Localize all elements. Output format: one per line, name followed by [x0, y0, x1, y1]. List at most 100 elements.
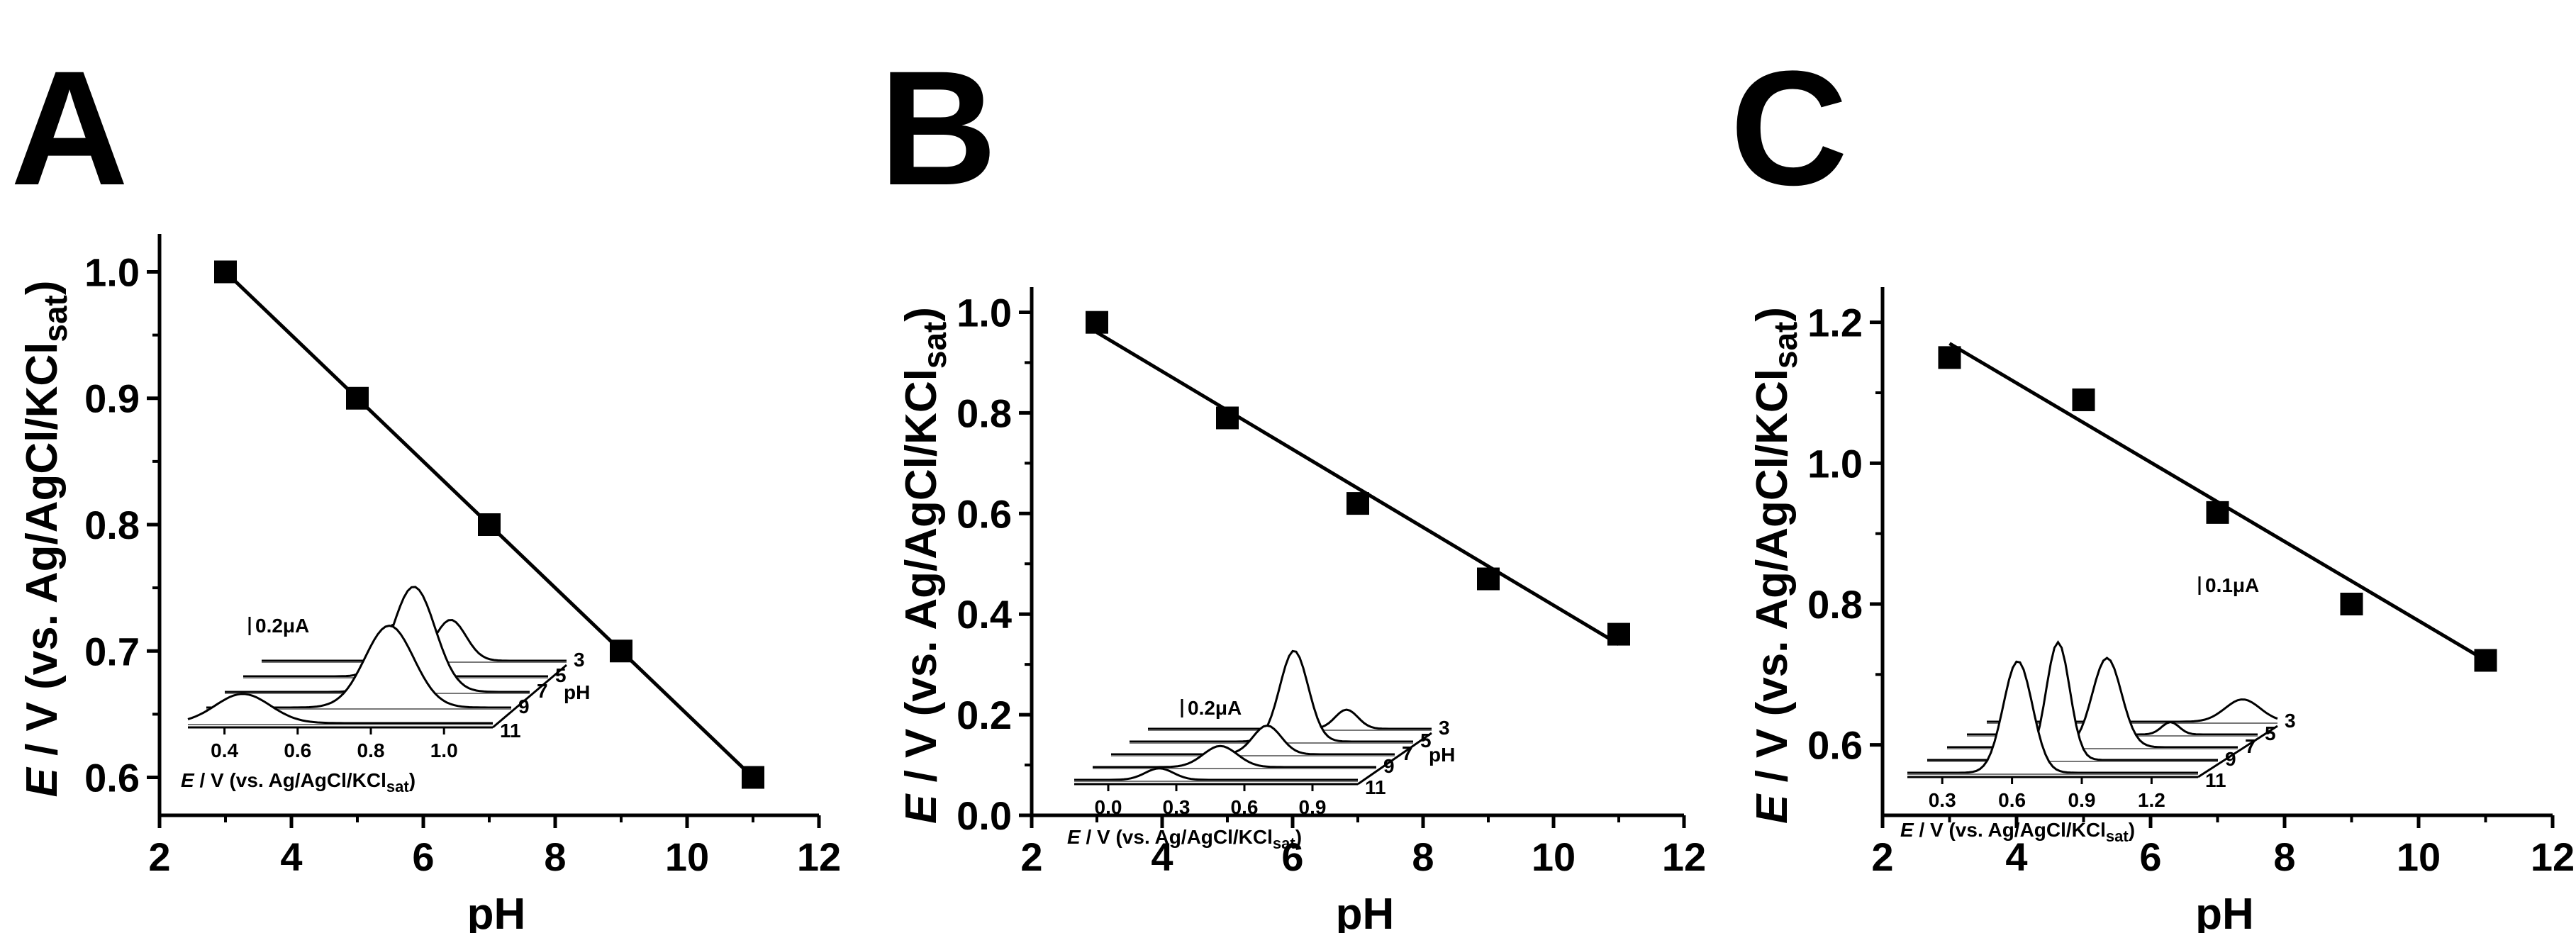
- inset-trace-fill: [1148, 710, 1432, 729]
- x-tick-label: 8: [544, 834, 566, 879]
- y-axis-title: E / V (vs. Ag/AgCl/KClsat): [897, 307, 953, 824]
- inset-ph-axis-label: pH: [1429, 744, 1455, 766]
- inset-x-tick-label: 0.9: [2068, 789, 2096, 811]
- inset-scale-label: 0.2μA: [255, 615, 309, 637]
- inset-trace-fill: [188, 693, 493, 723]
- y-title-text: / V (vs. Ag/AgCl/KCl: [1748, 369, 1797, 795]
- panel-label: C: [1730, 37, 1848, 219]
- inset-scale-label: 0.1μA: [2205, 574, 2259, 596]
- x-tick-label: 4: [280, 834, 302, 879]
- y-tick-label: 1.0: [957, 290, 1012, 335]
- x-tick-label: 4: [2005, 834, 2027, 879]
- inset-x-title-sub: sat: [1273, 834, 1295, 852]
- inset-x-tick-label: 0.6: [1231, 796, 1259, 818]
- x-tick-label: 4: [1151, 834, 1173, 879]
- inset-x-title-close: ): [409, 769, 416, 791]
- data-point: [1346, 492, 1369, 515]
- inset-trace-fill: [1130, 651, 1413, 742]
- inset-ph-label: 11: [2205, 769, 2226, 791]
- x-tick-label: 12: [1662, 834, 1706, 879]
- inset-x-title-sub: sat: [386, 778, 409, 795]
- y-tick-label: 0.0: [957, 793, 1012, 838]
- x-tick-label: 8: [1412, 834, 1434, 879]
- inset-trace: [1111, 724, 1395, 756]
- data-point: [1477, 567, 1500, 591]
- x-tick-label: 12: [2531, 834, 2575, 879]
- inset-depth-axis: [2197, 725, 2278, 778]
- y-title-sub: sat: [37, 295, 74, 342]
- inset-x-title-italic: E: [181, 769, 195, 791]
- y-title-italic: E: [897, 793, 946, 824]
- x-tick-label: 12: [797, 834, 841, 879]
- data-point: [610, 639, 632, 663]
- inset-ph-label: 3: [2285, 710, 2296, 732]
- inset-scale-label: 0.2μA: [1188, 697, 1242, 719]
- inset-trace-fill: [1927, 642, 2218, 760]
- inset-x-title: E / V (vs. Ag/AgCl/KClsat): [181, 769, 416, 795]
- inset-ph-label: 7: [537, 680, 548, 702]
- y-title-text: / V (vs. Ag/AgCl/KCl: [897, 369, 946, 795]
- x-tick-label: 6: [2139, 834, 2161, 879]
- x-axis-title: pH: [1336, 890, 1395, 933]
- y-tick-label: 0.4: [957, 592, 1012, 637]
- x-tick-label: 6: [1281, 834, 1303, 879]
- inset-x-tick-label: 0.3: [1929, 789, 1956, 811]
- x-tick-label: 8: [2273, 834, 2295, 879]
- y-axis-title: E / V (vs. Ag/AgCl/KClsat): [1748, 307, 1804, 824]
- inset-x-title-close: ): [1295, 826, 1302, 848]
- inset-ph-label: 11: [1365, 776, 1386, 798]
- data-point: [742, 766, 764, 789]
- y-axis-title: E / V (vs. Ag/AgCl/KClsat): [18, 280, 74, 797]
- inset-x-tick-label: 0.8: [357, 739, 385, 761]
- y-title-sub: sat: [916, 322, 953, 369]
- inset-x-tick-label: 1.2: [2138, 789, 2165, 811]
- y-title-text: / V (vs. Ag/AgCl/KCl: [18, 342, 67, 769]
- panel-label: B: [879, 37, 997, 219]
- inset-trace: [1130, 649, 1413, 743]
- inset-x-tick-label: 0.3: [1163, 796, 1191, 818]
- inset-x-tick-label: 1.0: [430, 739, 458, 761]
- inset-trace: [1907, 660, 2198, 774]
- inset-trace-fill: [1111, 725, 1395, 754]
- data-point: [1938, 346, 1961, 369]
- y-tick-label: 0.2: [957, 693, 1012, 737]
- inset-trace-fill: [1093, 746, 1376, 767]
- data-point: [1086, 311, 1108, 334]
- panel-label: A: [11, 37, 128, 219]
- fit-line: [1095, 330, 1620, 646]
- data-point: [1216, 406, 1239, 430]
- y-tick-label: 0.6: [84, 756, 140, 800]
- inset-x-title: E / V (vs. Ag/AgCl/KClsat): [1900, 819, 2135, 845]
- data-point: [2072, 388, 2095, 411]
- inset-x-tick-label: 0.4: [211, 739, 238, 761]
- x-axis-title: pH: [2195, 890, 2254, 933]
- y-tick-label: 1.2: [1807, 301, 1863, 345]
- inset-ph-label: 9: [518, 695, 530, 717]
- y-tick-label: 1.0: [1807, 441, 1863, 486]
- x-tick-label: 2: [1020, 834, 1042, 879]
- inset-trace-fill: [1947, 658, 2238, 747]
- inset-ph-axis-label: pH: [564, 681, 590, 703]
- x-axis-title: pH: [467, 890, 526, 933]
- inset-depth-axis: [492, 664, 567, 729]
- inset-x-tick-label: 0.0: [1095, 796, 1122, 818]
- y-tick-label: 0.8: [957, 391, 1012, 435]
- x-tick-label: 10: [2397, 834, 2441, 879]
- y-title-close: ): [897, 307, 946, 322]
- inset-x-title: E / V (vs. Ag/AgCl/KClsat): [1067, 826, 1302, 852]
- inset-trace: [1927, 640, 2218, 761]
- inset-x-tick-label: 0.9: [1299, 796, 1327, 818]
- y-title-italic: E: [1748, 793, 1797, 824]
- x-tick-label: 10: [1532, 834, 1576, 879]
- y-tick-label: 0.7: [84, 629, 140, 674]
- inset-x-title-close: ): [2129, 819, 2135, 841]
- inset-trace: [1074, 767, 1358, 781]
- data-point: [1607, 622, 1630, 646]
- y-tick-label: 0.9: [84, 376, 140, 421]
- inset-trace-fill: [206, 625, 511, 708]
